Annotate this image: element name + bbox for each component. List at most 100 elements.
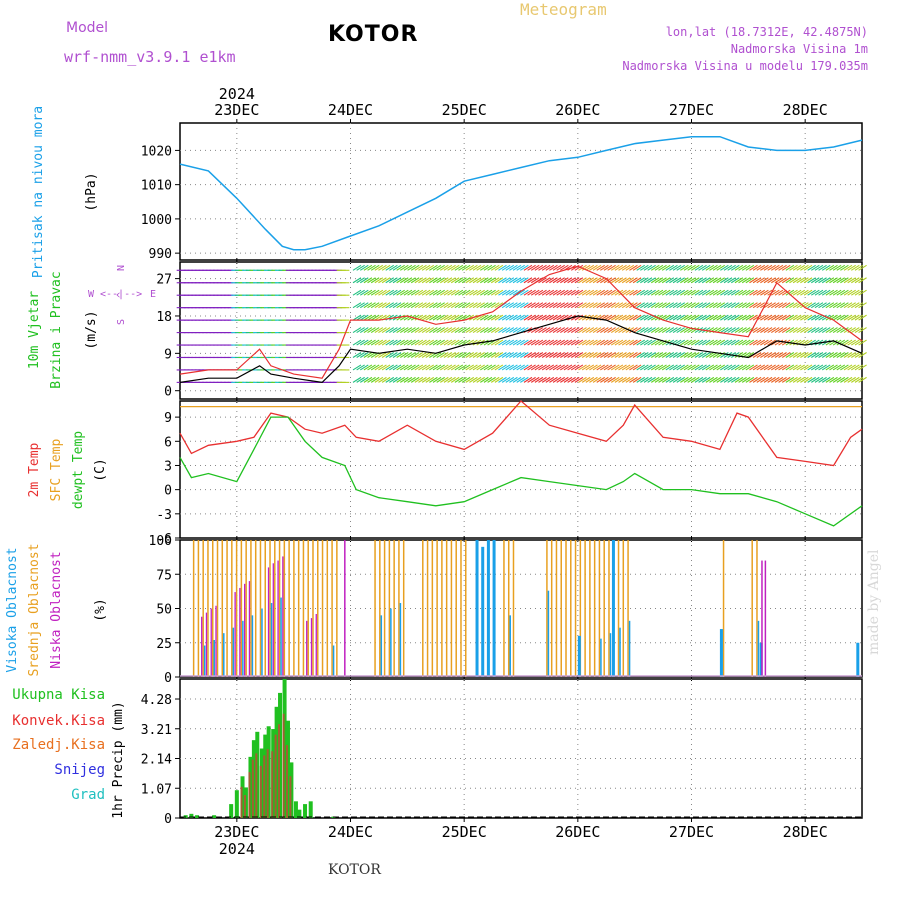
- wind-barb: [632, 264, 642, 271]
- precip-conv-bar: [289, 776, 292, 818]
- wind-barb: [716, 376, 726, 383]
- wind-barb: [425, 376, 435, 383]
- wind-barb: [480, 327, 489, 334]
- wind-barb: [560, 302, 569, 309]
- wind-barb: [512, 364, 522, 371]
- x-day-label-top: 23DEC: [214, 101, 259, 119]
- wind-barb: [771, 302, 780, 309]
- wind-barb: [654, 327, 664, 334]
- wind-ylabel-1: 10m Vjetar: [27, 291, 42, 369]
- y-tick-label: 3: [164, 459, 172, 474]
- wind-barb: [450, 289, 460, 296]
- wind-barb: [480, 314, 489, 321]
- wind-barb: [596, 264, 605, 271]
- wind-barb: [476, 277, 485, 284]
- wind-dir-e: E: [150, 289, 156, 300]
- wind-barb: [396, 352, 405, 358]
- wind-barb: [359, 352, 369, 358]
- wind-barb: [520, 302, 529, 309]
- wind-barb: [447, 327, 456, 334]
- wind-barb: [450, 364, 460, 371]
- wind-barb: [549, 314, 558, 321]
- wind-barb: [774, 339, 784, 346]
- wind-barb: [429, 327, 438, 334]
- wind-barb: [698, 314, 707, 321]
- wind-barb: [851, 339, 860, 346]
- wind-barb: [760, 376, 769, 383]
- wind-barb: [854, 314, 864, 321]
- wind-barb: [520, 289, 529, 296]
- wind-barb: [647, 339, 656, 346]
- wind-barb: [581, 364, 591, 371]
- wind-barb: [494, 302, 504, 309]
- wind-barb: [385, 376, 395, 383]
- cloud-high-bar: [486, 540, 490, 677]
- wind-gust-line: [179, 265, 863, 379]
- wind-barb: [640, 314, 649, 321]
- wind-barb: [560, 277, 569, 284]
- wind-barb: [589, 327, 598, 334]
- wind-barb: [410, 364, 420, 371]
- wind-barb: [647, 376, 656, 383]
- wind-barb: [538, 352, 547, 358]
- wind-barb: [549, 352, 558, 358]
- wind-barb: [585, 289, 595, 296]
- wind-barb: [574, 289, 584, 296]
- wind-barb: [614, 314, 624, 321]
- y-tick-label: 75: [156, 568, 172, 583]
- wind-barb: [803, 277, 813, 284]
- wind-barb: [552, 364, 562, 371]
- wind-barb: [578, 352, 587, 358]
- wind-barb: [527, 289, 536, 296]
- wind-barb: [629, 264, 638, 271]
- wind-barb: [545, 339, 555, 346]
- wind-barb: [858, 364, 867, 371]
- wind-barb: [512, 314, 522, 321]
- wind-barb: [741, 327, 751, 334]
- wind-barb: [589, 314, 598, 321]
- wind-barb: [392, 364, 402, 371]
- wind-barb: [818, 327, 827, 334]
- wind-barb: [687, 277, 696, 284]
- wind-barb: [432, 302, 442, 309]
- wind-barb: [541, 376, 551, 383]
- wind-barb: [752, 364, 762, 371]
- wind-barb: [821, 302, 831, 309]
- wind-barb: [763, 339, 773, 346]
- wind-barb: [581, 264, 591, 271]
- wind-barb: [581, 376, 591, 383]
- wind-barb: [658, 327, 667, 334]
- wind-barb: [447, 264, 456, 271]
- wind-barb: [610, 339, 620, 346]
- wind-barb: [643, 302, 653, 309]
- wind-barb: [370, 327, 380, 334]
- wind-barb: [803, 302, 813, 309]
- wind-barb: [632, 277, 642, 284]
- wind-barb: [581, 352, 591, 358]
- wind-barb: [509, 302, 518, 309]
- wind-barb: [410, 264, 420, 271]
- wind-barb: [534, 376, 544, 383]
- wind-barb: [712, 364, 722, 371]
- wind-barb: [643, 376, 653, 383]
- wind-barb: [632, 376, 642, 383]
- wind-barb: [498, 352, 507, 358]
- wind-barb: [389, 327, 398, 334]
- cloud-high-bar: [759, 642, 763, 677]
- wind-barb: [643, 277, 653, 284]
- wind-barb: [443, 364, 453, 371]
- y-tick-label: 1020: [141, 144, 172, 159]
- wind-barb: [774, 364, 784, 371]
- wind-barb: [549, 264, 558, 271]
- wind-barb: [443, 376, 453, 383]
- wind-barb: [385, 264, 395, 271]
- wind-barb: [687, 314, 696, 321]
- wind-barb: [399, 376, 409, 383]
- precip-total-bar: [212, 815, 217, 818]
- wind-barb: [774, 264, 784, 271]
- wind-barb: [389, 339, 398, 346]
- wind-barb: [505, 376, 515, 383]
- wind-barb: [592, 376, 602, 383]
- wind-barb: [541, 352, 551, 358]
- wind-barb: [541, 339, 551, 346]
